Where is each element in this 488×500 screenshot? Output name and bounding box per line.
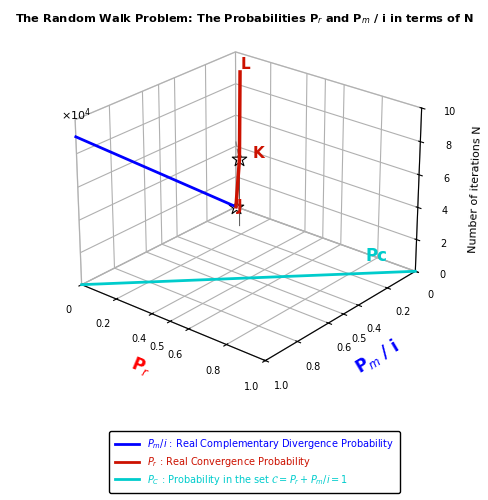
X-axis label: P$_r$: P$_r$: [128, 354, 154, 380]
Legend: $P_m/i$ : Real Complementary Divergence Probability, $P_r$ : Real Convergence Pr: $P_m/i$ : Real Complementary Divergence …: [109, 431, 399, 492]
Text: $\times 10^4$: $\times 10^4$: [61, 107, 91, 124]
Y-axis label: P$_m$ / i: P$_m$ / i: [351, 335, 403, 378]
Text: The Random Walk Problem: The Probabilities P$_r$ and P$_m$ / i in terms of N: The Random Walk Problem: The Probabiliti…: [15, 12, 473, 26]
